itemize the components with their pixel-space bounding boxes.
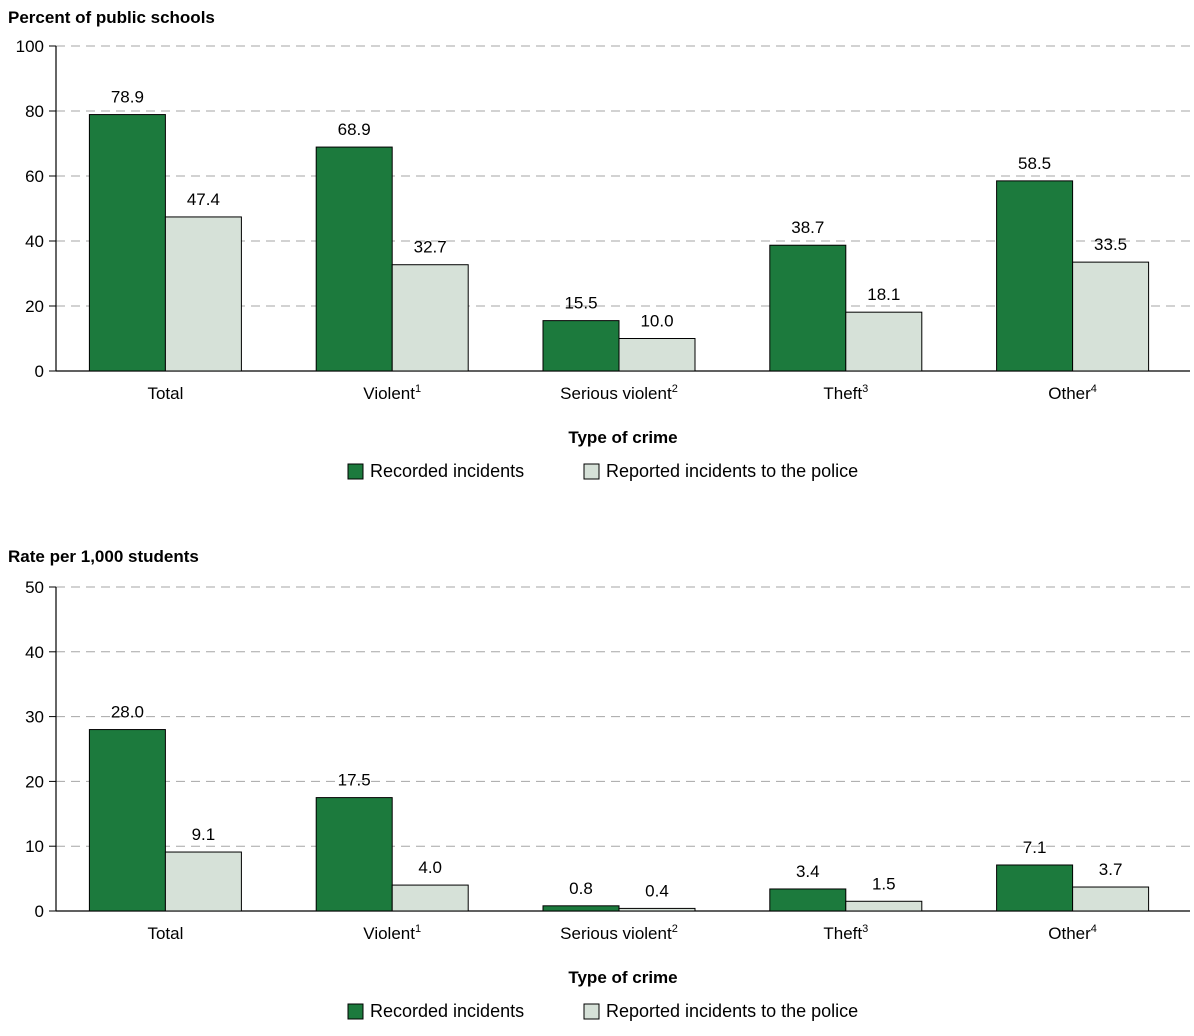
category-footnote-marker: 3 [862,383,868,395]
category-label: Other4 [1048,923,1097,943]
category-footnote-marker: 4 [1091,923,1097,935]
legend-label-reported: Reported incidents to the police [606,461,858,481]
y-axis-title: Rate per 1,000 students [8,547,199,566]
data-label: 3.7 [1099,860,1123,879]
data-label: 1.5 [872,874,896,893]
bar-recorded [88,729,166,912]
data-label: 68.9 [338,120,371,139]
category-footnote-marker: 1 [415,923,421,935]
data-label: 58.5 [1018,154,1051,173]
data-label: 0.4 [645,881,669,900]
legend-swatch-recorded [347,463,364,480]
data-label: 10.0 [640,312,673,331]
bar-recorded [88,114,166,372]
data-label: 0.8 [569,879,593,898]
data-label: 9.1 [192,825,216,844]
bar-recorded [542,905,620,912]
y-axis-title: Percent of public schools [8,8,215,27]
category-footnote-marker: 2 [672,383,678,395]
category-label: Serious violent2 [560,923,678,943]
legend-label-recorded: Recorded incidents [370,1001,524,1021]
bar-recorded [996,180,1074,372]
chart-percent-svg: Percent of public schools 0 20 40 60 80 100 78.… [8,8,1190,481]
bar-reported [845,311,923,372]
y-tick-label: 0 [35,902,44,921]
chart-rate-svg: Rate per 1,000 students 0 10 20 30 40 50 28.0 9.… [8,547,1190,1021]
legend-label-reported: Reported incidents to the police [606,1001,858,1021]
legend-swatch-reported [583,1003,600,1020]
bar-reported [845,900,923,912]
y-tick-label: 20 [25,772,44,791]
category-footnote-marker: 3 [862,923,868,935]
bar-recorded [769,244,847,372]
category-label: Violent1 [363,923,421,943]
category-footnote-marker: 1 [415,383,421,395]
category-name: Other [1048,924,1091,943]
category-name: Serious violent [560,924,672,943]
y-tick-label: 80 [25,102,44,121]
bar-reported [618,907,696,912]
category-name: Violent [363,384,415,403]
data-label: 7.1 [1023,838,1047,857]
y-tick-label: 60 [25,167,44,186]
data-label: 38.7 [791,218,824,237]
data-label: 33.5 [1094,235,1127,254]
chart-percent-of-schools: Percent of public schools 0 20 40 60 80 100 78.… [0,0,1194,500]
y-tick-label: 40 [25,643,44,662]
chart-rate-per-1000: Rate per 1,000 students 0 10 20 30 40 50 28.0 9.… [0,540,1194,1036]
data-label: 78.9 [111,88,144,107]
category-footnote-marker: 4 [1091,383,1097,395]
category-name: Theft [823,924,862,943]
legend-swatch-recorded [347,1003,364,1020]
bar-recorded [769,888,847,912]
category-label: Total [147,924,183,943]
category-label: Serious violent2 [560,383,678,403]
category-label: Theft3 [823,923,868,943]
x-axis-title: Type of crime [568,428,677,447]
category-label: Total [147,384,183,403]
bar-reported [164,851,242,912]
data-label: 28.0 [111,703,144,722]
y-tick-label: 10 [25,837,44,856]
bar-reported [164,216,242,372]
y-tick-label: 30 [25,708,44,727]
data-label: 3.4 [796,862,820,881]
category-label: Theft3 [823,383,868,403]
bar-recorded [996,864,1074,912]
x-axis-title: Type of crime [568,968,677,987]
bar-recorded [542,320,620,372]
y-tick-label: 50 [25,578,44,597]
legend-swatch-reported [583,463,600,480]
data-label: 17.5 [338,771,371,790]
category-name: Theft [823,384,862,403]
y-tick-label: 100 [16,37,44,56]
bar-reported [1072,886,1150,912]
bar-reported [391,264,469,372]
category-label: Other4 [1048,383,1097,403]
bar-recorded [315,797,393,912]
bar-recorded [315,146,393,372]
data-label: 4.0 [418,858,442,877]
category-name: Violent [363,924,415,943]
bar-reported [1072,261,1150,372]
category-name: Serious violent [560,384,672,403]
bar-reported [391,884,469,912]
legend-label-recorded: Recorded incidents [370,461,524,481]
bar-reported [618,338,696,372]
data-label: 18.1 [867,285,900,304]
y-tick-label: 0 [35,362,44,381]
data-label: 15.5 [564,294,597,313]
data-label: 32.7 [414,238,447,257]
category-name: Other [1048,384,1091,403]
category-name: Total [147,924,183,943]
data-label: 47.4 [187,190,220,209]
y-tick-label: 40 [25,232,44,251]
category-footnote-marker: 2 [672,923,678,935]
y-tick-label: 20 [25,297,44,316]
category-label: Violent1 [363,383,421,403]
category-name: Total [147,384,183,403]
